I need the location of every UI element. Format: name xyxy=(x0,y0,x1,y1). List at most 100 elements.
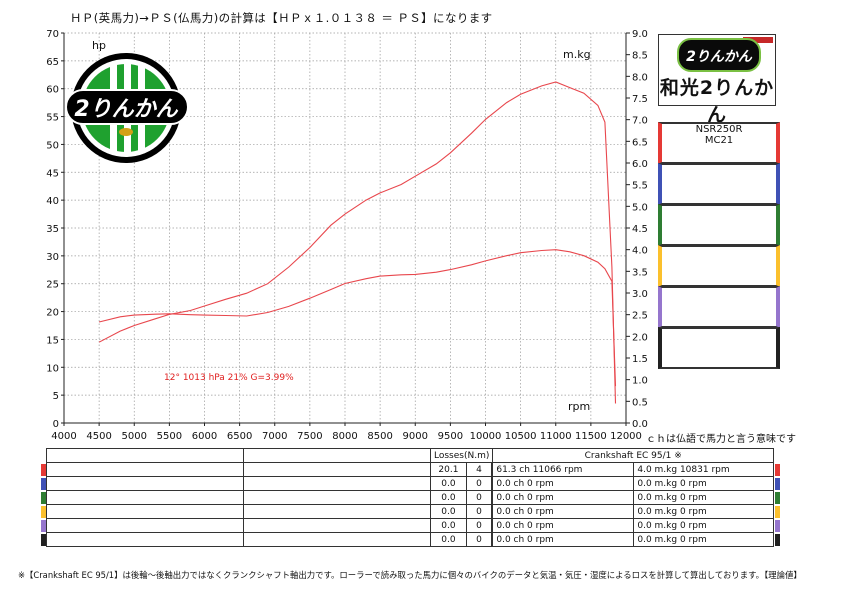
x-tick-label: 5500 xyxy=(157,431,182,442)
x-tick-label: 4500 xyxy=(86,431,111,442)
table-cell xyxy=(490,532,494,547)
left-tick-label: 60 xyxy=(46,85,59,96)
row-color-swatch xyxy=(40,505,46,518)
table-row: 20.1 4 61.3 ch 11066 rpm 4.0 m.kg 10831 rpm xyxy=(46,462,774,477)
loss-a: 0.0 xyxy=(430,518,467,533)
brand-badge: 2りんかん xyxy=(677,38,761,72)
max-torque: 4.0 m.kg 10831 rpm xyxy=(633,462,774,477)
right-tick-label: 4.0 xyxy=(632,246,648,257)
losses-header: Losses(N.m) xyxy=(429,448,494,463)
left-tick-label: 40 xyxy=(46,196,59,207)
vehicle-name: NSR250R xyxy=(695,124,743,135)
loss-a: 0.0 xyxy=(430,532,467,547)
loss-b: 0 xyxy=(465,490,493,505)
vehicle-box-4 xyxy=(658,245,780,287)
x-tick-label: 7500 xyxy=(297,431,322,442)
row-color-swatch xyxy=(40,533,46,546)
right-tick-label: 9.0 xyxy=(632,29,648,40)
x-tick-label: 6000 xyxy=(192,431,217,442)
left-tick-label: 50 xyxy=(46,140,59,151)
left-tick-label: 45 xyxy=(46,168,59,179)
right-tick-label: 6.5 xyxy=(632,137,648,148)
x-tick-label: 10000 xyxy=(470,431,502,442)
page-title: ＨＰ(英馬力)→ＰＳ(仏馬力)の計算は【ＨＰｘ１.０１３８ ＝ ＰＳ】になります xyxy=(70,11,493,25)
row-color-swatch xyxy=(774,477,780,490)
table-cell xyxy=(243,532,431,547)
loss-b: 4 xyxy=(465,462,493,477)
max-power: 0.0 ch 0 rpm xyxy=(492,518,635,533)
logo-text: 2りんかん xyxy=(74,97,178,122)
row-color-swatch xyxy=(774,463,780,476)
max-power: 0.0 ch 0 rpm xyxy=(492,476,635,491)
row-color-swatch xyxy=(774,533,780,546)
left-tick-label: 5 xyxy=(53,391,59,402)
row-color-swatch xyxy=(774,519,780,532)
vehicle-box-5 xyxy=(658,286,780,328)
x-tick-label: 9500 xyxy=(438,431,463,442)
table-cell xyxy=(46,462,244,477)
table-cell xyxy=(243,490,431,505)
vehicle-box-3 xyxy=(658,204,780,246)
vehicle-code: MC21 xyxy=(704,135,734,146)
row-color-swatch xyxy=(40,519,46,532)
x-tick-label: 12000 xyxy=(610,431,642,442)
right-tick-label: 1.5 xyxy=(632,354,648,365)
table-row: 0.0 0 0.0 ch 0 rpm 0.0 m.kg 0 rpm xyxy=(46,476,774,491)
max-torque: 0.0 m.kg 0 rpm xyxy=(633,504,774,519)
max-torque: 0.0 m.kg 0 rpm xyxy=(633,532,774,547)
table-row: 0.0 0 0.0 ch 0 rpm 0.0 m.kg 0 rpm xyxy=(46,518,774,533)
row-color-swatch xyxy=(40,477,46,490)
right-tick-label: 7.5 xyxy=(632,94,648,105)
left-tick-label: 25 xyxy=(46,280,59,291)
left-tick-label: 70 xyxy=(46,29,59,40)
max-power: 0.0 ch 0 rpm xyxy=(492,490,635,505)
max-torque: 0.0 m.kg 0 rpm xyxy=(633,476,774,491)
loss-b: 0 xyxy=(465,532,493,547)
right-tick-label: 1.0 xyxy=(632,376,648,387)
table-cell xyxy=(46,476,244,491)
run-conditions: 12° 1013 hPa 21% G=3.99% xyxy=(164,373,294,383)
right-tick-label: 2.5 xyxy=(632,311,648,322)
crankshaft-header: Crankshaft EC 95/1 ※ xyxy=(492,448,774,463)
dyno-chart: 4000 4500 5000 5500 6000 6500 7000 7500 8000 8500… xyxy=(46,29,648,442)
table-cell xyxy=(46,448,244,463)
left-tick-label: 20 xyxy=(46,308,59,319)
loss-b: 0 xyxy=(465,518,493,533)
x-tick-label: 9000 xyxy=(403,431,428,442)
row-color-swatch xyxy=(40,463,46,476)
table-row: 0.0 0 0.0 ch 0 rpm 0.0 m.kg 0 rpm xyxy=(46,504,774,519)
table-row: 0.0 0 0.0 ch 0 rpm 0.0 m.kg 0 rpm xyxy=(46,532,774,547)
right-tick-label: 8.0 xyxy=(632,72,648,83)
left-tick-label: 10 xyxy=(46,363,59,374)
table-cell xyxy=(46,532,244,547)
left-tick-label: 30 xyxy=(46,252,59,263)
results-table: Losses(N.m) Crankshaft EC 95/1 ※ 20.1 4 61… xyxy=(46,448,774,547)
torque-curve xyxy=(98,249,617,387)
right-tick-label: 4.5 xyxy=(632,224,648,235)
x-tick-label: 11500 xyxy=(575,431,607,442)
table-header-row: Losses(N.m) Crankshaft EC 95/1 ※ xyxy=(46,448,774,463)
x-tick-label: 6500 xyxy=(227,431,252,442)
loss-a: 0.0 xyxy=(430,504,467,519)
right-tick-label: 0.0 xyxy=(632,419,648,430)
right-tick-label: 0.5 xyxy=(632,397,648,408)
loss-a: 20.1 xyxy=(430,462,467,477)
table-cell xyxy=(243,476,431,491)
vehicle-box-1: NSR250R MC21 xyxy=(658,122,780,164)
x-tick-label: 8000 xyxy=(332,431,357,442)
x-tick-label: 7000 xyxy=(262,431,287,442)
x-axis-label: rpm xyxy=(568,400,590,413)
right-tick-label: 3.5 xyxy=(632,267,648,278)
x-tick-label: 10500 xyxy=(505,431,537,442)
table-cell xyxy=(46,504,244,519)
brand-badge-text: 2りんかん xyxy=(686,49,752,65)
left-tick-label: 65 xyxy=(46,57,59,68)
max-torque: 0.0 m.kg 0 rpm xyxy=(633,518,774,533)
footer-note: ※【Crankshaft EC 95/1】は後輪～後軸出力ではなくクランクシャフ… xyxy=(18,570,802,580)
loss-b: 0 xyxy=(465,476,493,491)
max-torque: 0.0 m.kg 0 rpm xyxy=(633,490,774,505)
x-tick-label: 4000 xyxy=(51,431,76,442)
right-tick-label: 7.0 xyxy=(632,116,648,127)
left-axis-label: hp xyxy=(92,39,106,52)
right-tick-label: 8.5 xyxy=(632,51,648,62)
